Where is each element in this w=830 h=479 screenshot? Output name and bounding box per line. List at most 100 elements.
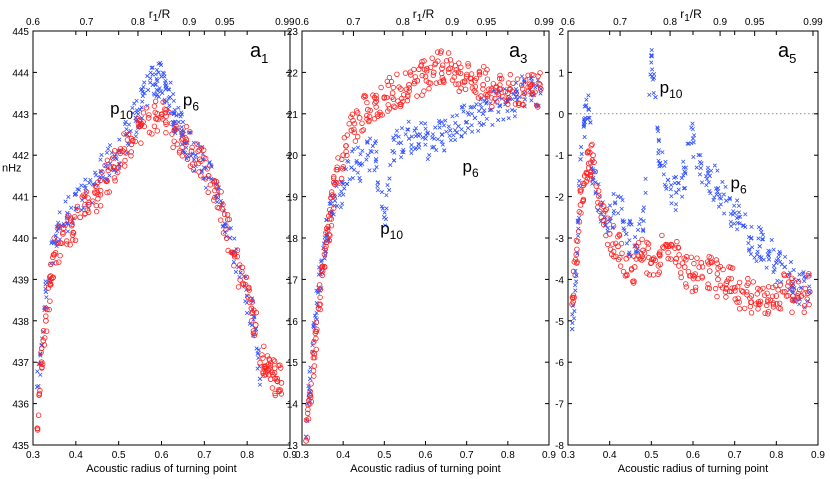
cloud-x [728,224,734,229]
cloud-x [576,183,582,188]
top-tick-label: 0.95 [215,17,235,28]
cloud-x [391,137,396,142]
cloud-o [481,63,487,70]
panel-title: a5 [778,40,796,66]
cloud-x [387,187,392,193]
cloud-x [145,73,150,79]
x-tick-label: 0.9 [283,450,297,461]
cloud-o [246,284,252,291]
cloud-x [419,120,424,125]
cloud-o [260,355,266,361]
cloud-x [613,200,618,205]
point-observed-4 [586,107,592,113]
cloud-x [319,258,324,263]
cloud-o [207,182,214,188]
cloud-o [263,371,269,378]
cloud-o [66,212,72,219]
cloud-o [587,173,594,179]
x-tick-label: 0.3 [295,450,309,461]
cloud-o [497,72,503,79]
cloud-x [746,248,751,253]
cloud-x [448,138,453,143]
cloud-x [396,141,401,146]
cloud-x [501,117,506,122]
cloud-x [746,241,751,246]
cloud-o [261,364,268,370]
point-model-15 [673,255,680,262]
cloud-x [176,105,181,110]
cloud-x [99,152,104,157]
cloud-x [496,117,501,123]
cloud-o [183,139,189,146]
cloud-o [659,232,665,239]
cloud-x [730,212,736,217]
cloud-o [464,71,470,78]
cloud-o [242,282,249,288]
cloud-o [584,149,591,155]
cloud-o [94,179,101,185]
point-model-11 [365,106,371,113]
cloud-o [610,241,616,247]
cloud-o [86,199,92,206]
cloud-x [627,238,632,243]
cloud-o [509,88,515,94]
cloud-o [456,60,462,66]
point-observed-25 [480,111,486,117]
cloud-x [368,136,373,141]
cloud-o [402,70,409,76]
cloud-x [465,110,470,115]
cloud-x [65,229,70,234]
cloud-o [121,163,128,169]
cloud-x [324,217,329,222]
cloud-o [377,109,383,115]
cloud-o [44,306,50,313]
cloud-o [340,164,346,170]
cloud-x [406,119,411,124]
cloud-o [246,299,253,305]
cloud-x [439,132,445,137]
cloud-o [580,198,586,204]
cloud-x [388,162,393,168]
cloud-x [400,149,405,155]
y-tick-label: 16 [287,317,299,328]
point-model-27 [773,293,780,299]
cloud-o [678,270,684,276]
cloud-o [505,80,512,86]
cloud-o [189,161,196,167]
cloud-o [795,279,802,285]
cloud-o [525,72,531,78]
cloud-o [790,286,796,292]
cloud-x [394,128,399,133]
cloud-o [745,275,751,282]
cloud-x [401,150,406,155]
cloud-x [660,150,665,155]
cloud-o [386,74,393,81]
cloud-o [732,296,738,302]
cloud-o [720,266,726,273]
cloud-o [211,178,217,185]
cloud-x [154,67,159,72]
cloud-x [787,270,793,275]
point-model-2 [311,351,318,357]
cloud-x [641,205,646,210]
cloud-o [34,427,41,433]
cloud-o [159,116,166,122]
cloud-x [437,125,442,130]
cloud-o [121,146,127,152]
cloud-x [307,369,312,374]
cloud-o [495,91,501,97]
cloud-o [713,257,720,263]
cloud-o [668,256,674,262]
cloud-o [323,243,329,249]
cloud-o [452,70,458,76]
cloud-x [462,103,467,108]
cloud-o [124,137,131,143]
cloud-x [231,259,236,264]
cloud-x [714,186,719,191]
cloud-x [232,236,237,241]
point-observed-26 [757,243,763,249]
cloud-o [336,180,342,186]
cloud-x [153,82,158,87]
cloud-o [225,247,231,254]
cloud-o [58,240,65,246]
